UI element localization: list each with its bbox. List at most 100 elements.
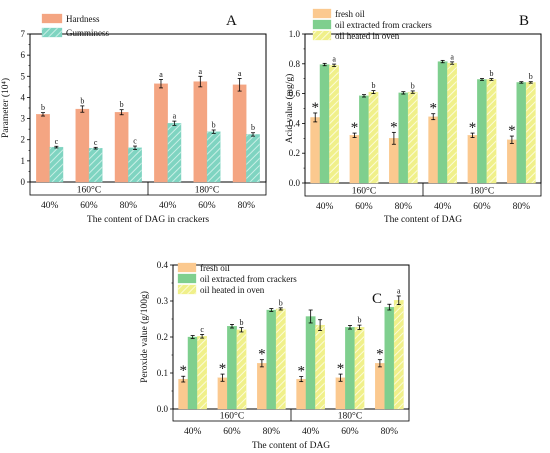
x-tick-label: 40% xyxy=(41,201,59,211)
y-tick-label: 0.2 xyxy=(289,148,300,158)
group-label: 160°C xyxy=(220,411,244,422)
x-tick-label: 80% xyxy=(513,202,531,212)
significance-letter: a xyxy=(173,112,177,121)
legend-swatch xyxy=(312,19,332,30)
x-tick-label: 40% xyxy=(184,427,202,437)
significance-star: * xyxy=(297,364,305,380)
panel-letter: A xyxy=(226,13,237,29)
y-axis-label: Parameter (10⁴) xyxy=(0,78,11,138)
significance-star: * xyxy=(390,119,398,135)
x-tick-label: 40% xyxy=(434,202,452,212)
bar xyxy=(197,336,207,410)
y-tick-label: 1 xyxy=(21,156,26,166)
bar xyxy=(236,329,247,410)
x-tick-label: 80% xyxy=(238,201,256,211)
group-label: 160°C xyxy=(352,186,376,197)
bar xyxy=(246,134,260,183)
significance-letter: b xyxy=(357,316,361,325)
y-tick-label: 7 xyxy=(21,29,26,39)
significance-letter: a xyxy=(397,286,401,295)
bar xyxy=(507,139,517,184)
significance-star: * xyxy=(258,347,266,363)
legend-entry: Hardness xyxy=(66,14,100,24)
significance-letter: a xyxy=(199,67,203,76)
x-tick-label: 60% xyxy=(341,427,359,437)
x-tick-label: 80% xyxy=(381,427,399,437)
bar xyxy=(359,95,369,184)
bar xyxy=(75,108,90,183)
bar xyxy=(335,377,346,410)
bar xyxy=(187,336,198,410)
legend-entry: fresh oil xyxy=(200,263,230,273)
bar xyxy=(178,378,189,410)
significance-letter: b xyxy=(529,72,533,81)
x-tick-label: 60% xyxy=(355,202,373,212)
significance-letter: b xyxy=(41,103,45,112)
y-tick-label: 2 xyxy=(21,135,26,145)
legend-entry: oil heated in oven xyxy=(200,285,265,295)
bar xyxy=(319,64,330,184)
significance-star: * xyxy=(376,347,384,363)
legend-swatch xyxy=(177,262,197,273)
x-tick-label: 80% xyxy=(263,427,281,437)
bar xyxy=(296,378,307,410)
x-tick-label: 80% xyxy=(395,202,413,212)
y-tick-label: 1.0 xyxy=(289,29,301,39)
bar xyxy=(525,82,536,184)
significance-letter: c xyxy=(55,137,59,146)
significance-star: * xyxy=(469,120,477,136)
x-tick-label: 60% xyxy=(80,201,98,211)
x-tick-label: 60% xyxy=(223,427,241,437)
significance-letter: b xyxy=(251,123,255,132)
legend-entry: oil extracted from crackers xyxy=(335,20,432,30)
bar xyxy=(310,117,321,184)
significance-letter: b xyxy=(411,81,415,90)
bar xyxy=(349,135,360,184)
bar xyxy=(345,327,355,410)
legend-swatch xyxy=(177,284,197,295)
significance-star: * xyxy=(508,123,516,139)
y-tick-label: 0.4 xyxy=(289,118,301,128)
x-tick-label: 40% xyxy=(159,201,177,211)
bar xyxy=(375,363,385,410)
significance-star: * xyxy=(311,100,319,116)
group-label: 180°C xyxy=(338,411,362,422)
group-label: 180°C xyxy=(470,186,494,197)
legend-swatch xyxy=(41,27,63,38)
bar xyxy=(354,327,365,410)
significance-letter: c xyxy=(133,137,137,146)
significance-letter: b xyxy=(279,298,283,307)
significance-letter: b xyxy=(120,100,124,109)
significance-letter: c xyxy=(200,325,204,334)
legend-entry: fresh oil xyxy=(335,9,365,19)
panel-letter: C xyxy=(372,291,382,307)
y-tick-label: 0.3 xyxy=(157,296,169,306)
significance-star: * xyxy=(351,120,359,136)
y-tick-label: 0.0 xyxy=(157,404,169,414)
bar xyxy=(467,135,478,184)
bar xyxy=(193,81,208,183)
bar xyxy=(232,84,247,183)
bar xyxy=(486,79,497,184)
bar xyxy=(154,83,168,183)
significance-letter: a xyxy=(238,69,242,78)
x-axis-label: The content of DAG xyxy=(384,214,462,225)
bar xyxy=(447,62,457,184)
group-label: 160°C xyxy=(77,185,101,196)
panel-A: 0 1 2 3 4 5 6 7 Parameter (10⁴) A 160°C 180°C b b b a a a… xyxy=(0,13,267,225)
significance-letter: b xyxy=(489,69,493,78)
y-tick-label: 0.0 xyxy=(289,178,301,188)
bar xyxy=(477,79,487,184)
bar xyxy=(389,138,399,184)
y-tick-label: 0.2 xyxy=(157,332,168,342)
bar xyxy=(227,326,237,410)
bar xyxy=(266,309,277,410)
bar xyxy=(393,300,404,410)
y-tick-label: 3 xyxy=(21,114,26,124)
panel-C: 0.0 0.1 0.2 0.3 0.4 Peroxide value (g/100g) C 1… xyxy=(139,260,410,451)
panel-letter: B xyxy=(519,13,529,29)
x-axis-label: The content of DAG xyxy=(252,440,330,451)
bar xyxy=(428,116,439,184)
